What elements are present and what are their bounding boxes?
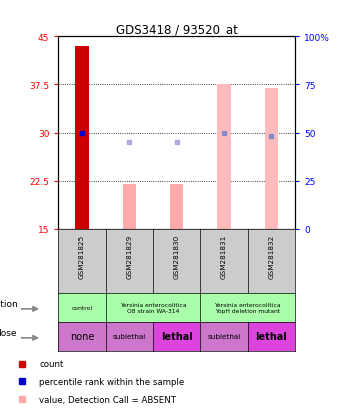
Text: Yersinia enterocolitica
YopH deletion mutant: Yersinia enterocolitica YopH deletion mu… xyxy=(214,302,281,313)
Bar xyxy=(123,184,136,229)
Text: infection: infection xyxy=(0,300,17,309)
Text: GSM281831: GSM281831 xyxy=(221,234,227,278)
Text: count: count xyxy=(39,359,64,368)
Text: percentile rank within the sample: percentile rank within the sample xyxy=(39,377,185,386)
Bar xyxy=(265,88,278,229)
Bar xyxy=(170,184,183,229)
Text: GSM281829: GSM281829 xyxy=(126,234,132,278)
Text: rank, Detection Call = ABSENT: rank, Detection Call = ABSENT xyxy=(39,412,172,413)
Text: sublethal: sublethal xyxy=(208,334,240,339)
Title: GDS3418 / 93520_at: GDS3418 / 93520_at xyxy=(116,23,238,36)
Text: dose: dose xyxy=(0,329,17,337)
Text: control: control xyxy=(71,305,93,310)
Bar xyxy=(75,47,88,229)
Text: lethal: lethal xyxy=(256,332,287,342)
Text: lethal: lethal xyxy=(161,332,192,342)
Text: sublethal: sublethal xyxy=(113,334,146,339)
Text: value, Detection Call = ABSENT: value, Detection Call = ABSENT xyxy=(39,394,176,404)
Text: Yersinia enterocolitica
O8 strain WA-314: Yersinia enterocolitica O8 strain WA-314 xyxy=(120,302,186,313)
Text: GSM281832: GSM281832 xyxy=(268,234,274,278)
Text: GSM281825: GSM281825 xyxy=(79,234,85,278)
Text: GSM281830: GSM281830 xyxy=(174,234,180,278)
Bar xyxy=(217,85,230,229)
Text: none: none xyxy=(70,332,94,342)
